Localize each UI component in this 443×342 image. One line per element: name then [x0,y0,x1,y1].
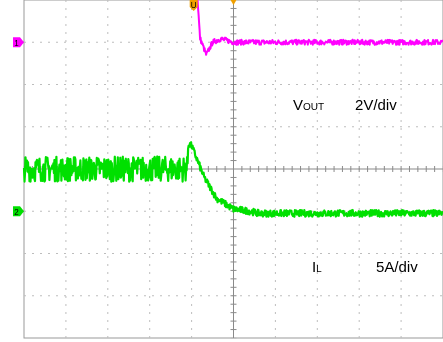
series-scale: 2V/div [355,97,397,114]
series-scale: 5A/div [376,259,418,276]
vout-ground-marker-arrow [13,37,24,48]
traces [22,0,443,218]
series-name-main: I [312,259,316,276]
trace-vout [196,0,443,56]
trigger-marker: U [189,0,198,11]
il-ground-marker: 2 [13,206,24,217]
vout-ground-marker: 1 [13,37,24,48]
series-name: IL [312,259,322,276]
series-labels: VOUT 2V/div IL 5A/div [293,97,418,276]
il-ground-marker-arrow [13,206,24,217]
series-name-main: V [293,97,303,114]
series-name: VOUT [293,97,324,114]
series-label-il: IL 5A/div [312,259,418,276]
series-name-sub: OUT [303,102,324,113]
trigger-marker-label: U [191,1,197,10]
series-name-sub: L [316,264,322,275]
trigger-marker-shape [189,0,198,11]
trace-il [22,141,443,218]
series-label-vout: VOUT 2V/div [293,97,397,114]
time-reference-marker [230,0,237,5]
vout-ground-marker-label: 1 [14,39,19,48]
channel-markers: 1 2 U [13,0,237,217]
il-ground-marker-label: 2 [14,208,19,217]
